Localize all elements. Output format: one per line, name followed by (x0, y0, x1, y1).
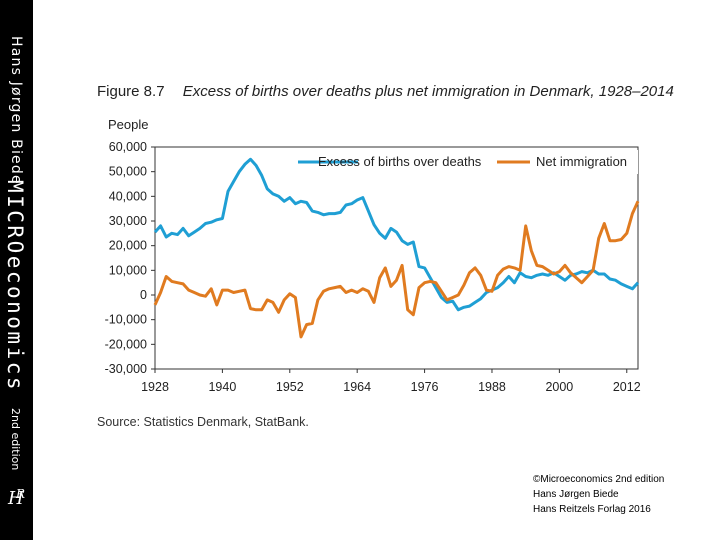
y-tick-label: 40,000 (109, 189, 147, 203)
y-axis: 60,000 50,000 40,000 30,000 20,000 10,000 0 -10… (105, 140, 155, 376)
y-tick-label: 20,000 (109, 239, 147, 253)
y-tick-label: -20,000 (105, 337, 147, 351)
y-tick-label: 0 (140, 288, 147, 302)
x-tick-label: 1940 (208, 380, 236, 394)
x-tick-label: 2012 (613, 380, 641, 394)
x-tick-label: 1988 (478, 380, 506, 394)
y-tick-label: 50,000 (109, 165, 147, 179)
publisher-logo-icon: H R (7, 487, 25, 509)
figure-number: Figure 8.7 (97, 83, 165, 100)
credit-line: Hans Reitzels Forlag 2016 (533, 504, 651, 515)
x-tick-label: 1964 (343, 380, 371, 394)
svg-text:H: H (7, 488, 24, 509)
svg-text:R: R (15, 487, 25, 501)
source-note: Source: Statistics Denmark, StatBank. (97, 415, 309, 429)
x-tick-label: 1976 (411, 380, 439, 394)
y-axis-label: People (108, 117, 148, 132)
y-tick-label: 30,000 (109, 214, 147, 228)
figure-heading: Figure 8.7 Excess of births over deaths … (97, 83, 674, 100)
y-tick-label: 60,000 (109, 140, 147, 154)
plot-frame (154, 146, 639, 370)
figure-title: Excess of births over deaths plus net im… (182, 83, 674, 100)
x-tick-label: 1928 (141, 380, 169, 394)
credit-line: ©Microeconomics 2nd edition (533, 474, 665, 485)
y-tick-label: -30,000 (105, 362, 147, 376)
x-axis: 1928 1940 1952 1964 1976 1988 2000 2012 (141, 369, 641, 394)
y-tick-label: 10,000 (109, 263, 147, 277)
legend-label-births: Excess of births over deaths (318, 154, 482, 169)
legend: Excess of births over deaths Net immigra… (292, 150, 638, 174)
series-line-immigration (153, 200, 640, 339)
series-line-births (153, 157, 640, 312)
y-tick-label: -10,000 (105, 313, 147, 327)
x-tick-label: 1952 (276, 380, 304, 394)
x-tick-label: 2000 (545, 380, 573, 394)
sidebar: Hans Jørgen Biede MICROeconomics 2nd edi… (0, 0, 33, 540)
credits: ©Microeconomics 2nd edition Hans Jørgen … (533, 472, 664, 517)
series-lines (153, 157, 640, 339)
credit-line: Hans Jørgen Biede (533, 489, 619, 500)
legend-label-immigration: Net immigration (536, 154, 627, 169)
